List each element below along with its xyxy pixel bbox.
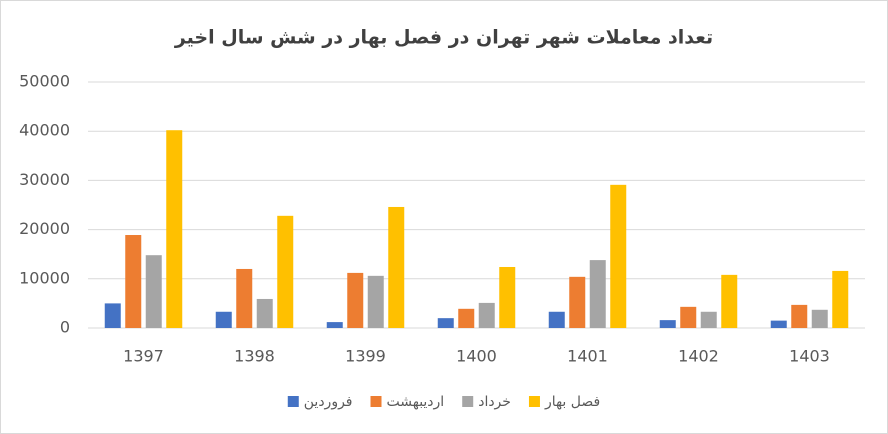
bar	[659, 320, 676, 328]
legend-label: فروردین	[304, 394, 353, 410]
y-tick-label: 10000	[19, 268, 70, 287]
bar	[610, 184, 627, 328]
x-tick-label: 1403	[789, 347, 830, 366]
legend-swatch	[528, 396, 540, 407]
x-tick-label: 1402	[678, 347, 719, 366]
bar	[347, 272, 364, 328]
y-tick-label: 40000	[19, 121, 70, 140]
bar	[791, 304, 808, 328]
bar	[478, 302, 495, 328]
bar	[770, 320, 787, 328]
legend-swatch	[370, 396, 382, 407]
legend-label: خرداد	[478, 394, 511, 410]
legend-label: اردیبهشت	[387, 394, 445, 410]
chart-title: تعداد معاملات شهر تهران در فصل بهار در ش…	[174, 27, 713, 49]
x-tick-label: 1397	[123, 347, 164, 366]
bar	[811, 309, 828, 328]
bar	[215, 311, 232, 328]
y-tick-label: 30000	[19, 170, 70, 189]
bar	[104, 303, 121, 328]
bar	[589, 260, 606, 328]
bar	[388, 206, 405, 328]
y-tick-label: 0	[60, 318, 70, 337]
bar	[166, 130, 183, 328]
bar	[458, 308, 475, 328]
bar	[256, 298, 273, 328]
bar	[236, 268, 253, 328]
bar	[548, 311, 565, 328]
bar	[569, 276, 586, 328]
legend-label: فصل بهار	[544, 394, 600, 410]
bar	[326, 322, 343, 328]
bar	[721, 274, 738, 328]
bar	[832, 270, 849, 328]
legend-swatch	[462, 396, 474, 407]
x-tick-label: 1401	[567, 347, 608, 366]
bar	[367, 275, 384, 328]
y-tick-label: 20000	[19, 219, 70, 238]
legend-swatch	[287, 396, 299, 407]
bar	[499, 266, 516, 328]
bar	[700, 311, 717, 328]
bar	[437, 318, 454, 328]
bar	[145, 255, 162, 328]
bar	[680, 306, 697, 328]
bar	[277, 215, 294, 328]
x-tick-label: 1400	[456, 347, 497, 366]
x-tick-label: 1399	[345, 347, 386, 366]
y-tick-label: 50000	[19, 72, 70, 91]
bar	[125, 235, 142, 328]
x-tick-label: 1398	[234, 347, 275, 366]
